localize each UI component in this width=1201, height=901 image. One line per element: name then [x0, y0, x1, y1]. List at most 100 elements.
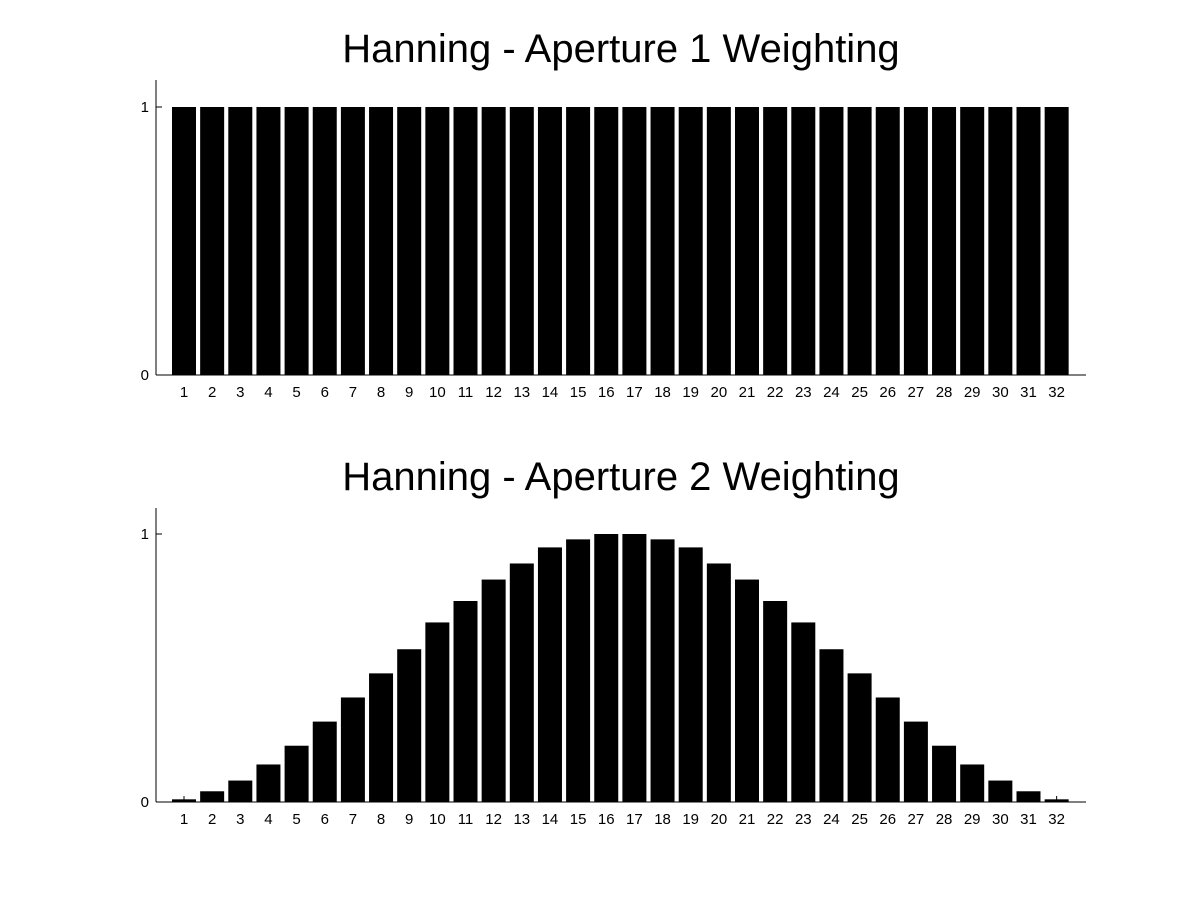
bar	[284, 745, 309, 802]
y-tick-label-0: 0	[141, 367, 149, 384]
x-tick-label: 27	[908, 811, 925, 828]
bar	[537, 107, 562, 375]
bar	[819, 107, 844, 375]
bar	[228, 107, 253, 375]
x-tick-label: 28	[936, 384, 953, 401]
x-tick-label: 24	[823, 384, 840, 401]
x-tick-label: 5	[292, 811, 300, 828]
bar	[284, 107, 309, 375]
x-tick-label: 4	[264, 384, 272, 401]
bar	[425, 107, 450, 375]
chart-title: Hanning - Aperture 1 Weighting	[342, 27, 899, 71]
x-tick-label: 31	[1020, 384, 1037, 401]
x-tick-label: 7	[349, 384, 357, 401]
x-tick-label: 13	[513, 811, 530, 828]
bar	[1016, 107, 1041, 375]
bar	[847, 673, 872, 802]
x-tick-label: 20	[711, 384, 728, 401]
bar	[960, 107, 985, 375]
bar	[481, 107, 506, 375]
axes	[155, 508, 1086, 803]
x-tick-label: 15	[570, 811, 587, 828]
x-tick-label: 26	[879, 811, 896, 828]
bar	[650, 107, 675, 375]
x-tick-label: 18	[654, 811, 671, 828]
y-tick-label-1: 1	[141, 526, 149, 543]
x-tick-label: 9	[405, 384, 413, 401]
bar	[340, 697, 365, 802]
x-tick-label: 24	[823, 811, 840, 828]
x-tick-label: 9	[405, 811, 413, 828]
x-tick-label: 12	[485, 811, 502, 828]
x-tick-label: 19	[682, 384, 699, 401]
bar	[453, 107, 478, 375]
bar	[960, 764, 985, 802]
x-tick-label: 30	[992, 811, 1009, 828]
y-axis-ticks: 0 1	[141, 526, 149, 811]
x-tick-label: 8	[377, 384, 385, 401]
x-tick-label: 16	[598, 811, 615, 828]
x-tick-label: 23	[795, 384, 812, 401]
x-axis-ticks: 1 2 3 4 5 6 7 8 9 10 11 12 13 14 15 16 17 18 19 20 21 22 23 24 2…	[180, 384, 1065, 401]
bar	[369, 107, 394, 375]
bar-series	[172, 107, 1069, 375]
bar	[200, 107, 225, 375]
y-axis-ticks: 0 1	[141, 99, 149, 384]
x-tick-label: 17	[626, 384, 643, 401]
bar	[622, 534, 647, 802]
bar	[847, 107, 872, 375]
bar	[763, 107, 788, 375]
x-tick-label: 23	[795, 811, 812, 828]
x-tick-label: 29	[964, 811, 981, 828]
axes	[155, 80, 1086, 376]
bar	[819, 649, 844, 802]
x-tick-label: 8	[377, 811, 385, 828]
bar	[256, 764, 281, 802]
bar	[172, 107, 196, 375]
bar	[537, 547, 562, 802]
bar	[509, 563, 534, 802]
x-tick-label: 27	[908, 384, 925, 401]
x-tick-label: 6	[321, 811, 329, 828]
x-tick-label: 6	[321, 384, 329, 401]
bar	[763, 601, 788, 802]
bar	[903, 721, 928, 802]
x-tick-label: 3	[236, 384, 244, 401]
bar	[369, 673, 394, 802]
bar	[932, 107, 957, 375]
x-tick-label: 32	[1048, 384, 1065, 401]
x-tick-label: 17	[626, 811, 643, 828]
bar	[425, 622, 450, 802]
x-tick-label: 11	[458, 811, 474, 828]
x-tick-label: 30	[992, 384, 1009, 401]
x-tick-label: 19	[682, 811, 699, 828]
x-tick-label: 22	[767, 384, 784, 401]
bar	[988, 107, 1013, 375]
bar	[706, 107, 731, 375]
bar	[735, 579, 759, 802]
x-tick-label: 5	[292, 384, 300, 401]
bar	[678, 547, 703, 802]
bar	[932, 745, 957, 802]
bar	[875, 697, 900, 802]
x-tick-label: 16	[598, 384, 615, 401]
bar	[397, 649, 422, 802]
bar	[453, 601, 478, 802]
x-tick-label: 32	[1048, 811, 1065, 828]
bar	[988, 780, 1013, 802]
x-tick-label: 25	[851, 811, 868, 828]
bar-series	[172, 534, 1069, 802]
x-tick-label: 20	[711, 811, 728, 828]
x-tick-label: 4	[264, 811, 272, 828]
bar	[735, 107, 759, 375]
bar	[509, 107, 534, 375]
x-tick-label: 1	[180, 811, 188, 828]
bar	[566, 539, 591, 802]
bar	[903, 107, 928, 375]
x-tick-label: 18	[654, 384, 671, 401]
x-tick-label: 2	[208, 384, 216, 401]
x-tick-label: 2	[208, 811, 216, 828]
x-tick-label: 31	[1020, 811, 1037, 828]
